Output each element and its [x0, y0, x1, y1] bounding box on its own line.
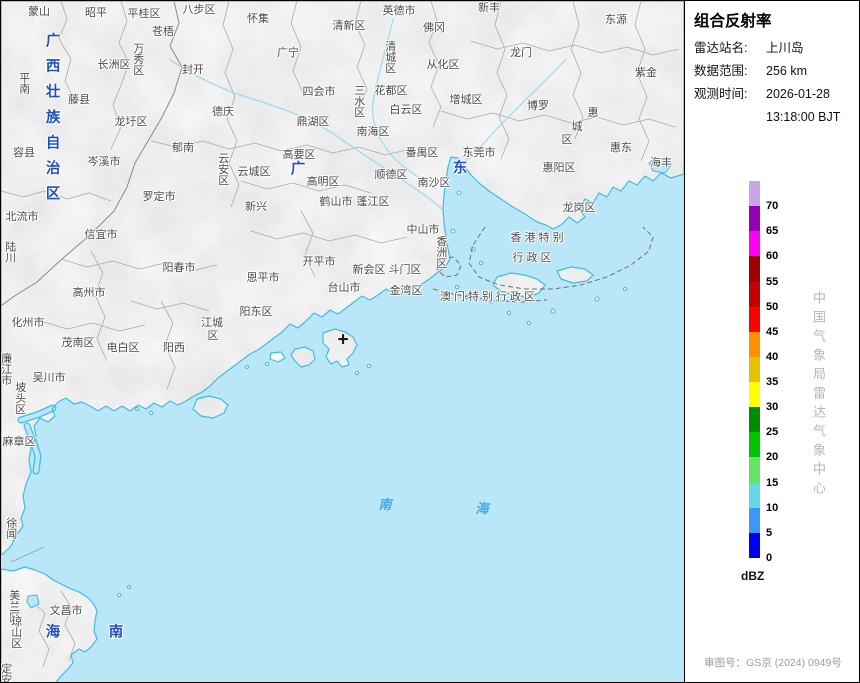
legend-tick-label: 25 — [766, 426, 779, 439]
metadata-label — [694, 106, 766, 129]
metadata-rows: 雷达站名: 上川岛数据范围: 256 km 观测时间: 2026-01-28 13:18:… — [694, 37, 859, 129]
legend-tick-label: 20 — [766, 451, 779, 464]
map-canvas: 蒙山 昭平 平桂区 八步区 苍梧 万秀区 长洲区 封开 平南 藤县 德庆 龙圩区 容县 郁南 云安区 岑溪市罗… — [1, 1, 684, 682]
legend-color-block — [749, 281, 760, 307]
info-panel: 组合反射率 雷达站名: 上川岛数据范围: 256 km 观测时间: 2026-01-28… — [684, 1, 859, 682]
legend-unit: dBZ — [741, 569, 765, 583]
basemap-svg — [1, 1, 684, 682]
metadata-row: 数据范围: 256 km — [694, 60, 859, 83]
legend-color-block — [749, 457, 760, 483]
legend-blocks — [749, 181, 760, 558]
map-review-number: 审图号：GS京 (2024) 0949号 — [704, 657, 842, 669]
admin-boundaries — [1, 1, 680, 668]
legend-tick-label: 55 — [766, 275, 779, 288]
rivers — [168, 18, 567, 210]
legend-tick-label: 40 — [766, 350, 779, 363]
metadata-label: 雷达站名: — [694, 41, 748, 55]
legend-tick-label: 60 — [766, 250, 779, 263]
legend-color-block — [749, 356, 760, 382]
metadata-label: 观测时间: — [694, 87, 748, 101]
legend-color-block — [749, 231, 760, 257]
legend-tick-label: 15 — [766, 476, 779, 489]
islets — [116, 190, 628, 598]
metadata-row: 13:18:00 BJT — [694, 106, 859, 129]
legend-color-block — [749, 407, 760, 433]
legend-tick-label: 70 — [766, 200, 779, 213]
legend-color-block — [749, 206, 760, 232]
legend-color-block — [749, 306, 760, 332]
legend-tick-label: 50 — [766, 300, 779, 313]
legend-color-block — [749, 532, 760, 558]
legend-color-block — [749, 256, 760, 282]
legend-color-block — [749, 432, 760, 458]
metadata-value: 2026-01-28 — [766, 87, 830, 101]
sar-dashed-boundaries — [432, 226, 654, 303]
legend-tick-label: 30 — [766, 401, 779, 414]
metadata-value: 256 km — [766, 64, 807, 78]
metadata-row: 观测时间: 2026-01-28 — [694, 83, 859, 106]
metadata-row: 雷达站名: 上川岛 — [694, 37, 859, 60]
legend-color-block — [749, 181, 760, 207]
legend-color-block — [749, 331, 760, 357]
legend-tick-label: 35 — [766, 376, 779, 389]
legend-tick-label: 5 — [766, 526, 773, 539]
legend-tick-label: 0 — [766, 551, 773, 564]
metadata-value: 上川岛 — [766, 41, 804, 55]
coastal-waters — [17, 158, 672, 609]
radar-station-marker: + — [337, 329, 349, 351]
legend-tick-label: 10 — [766, 501, 779, 514]
product-title: 组合反射率 — [694, 13, 772, 30]
metadata-value: 13:18:00 BJT — [766, 110, 841, 124]
legend-color-block — [749, 507, 760, 533]
agency-watermark: 中国气象局雷达气象中心 — [811, 291, 826, 500]
legend-color-block — [749, 382, 760, 408]
legend-tick-label: 45 — [766, 325, 779, 338]
legend-tick-label: 65 — [766, 225, 779, 238]
metadata-label: 数据范围: — [694, 64, 748, 78]
legend-color-block — [749, 482, 760, 508]
